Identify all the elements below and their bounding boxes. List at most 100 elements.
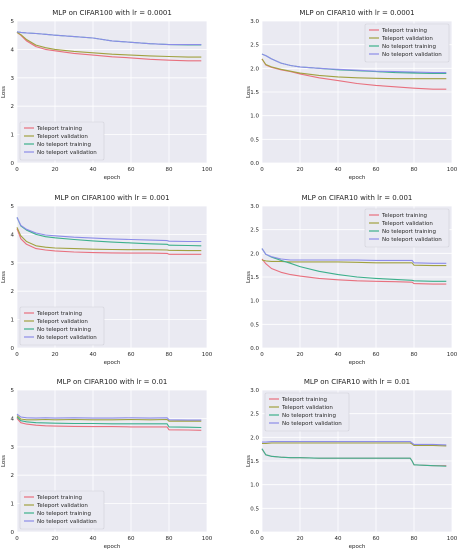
y-tick-label: 4 <box>11 232 15 238</box>
x-tick-label: 60 <box>373 536 380 542</box>
x-tick-label: 20 <box>52 167 59 173</box>
series-line <box>16 227 202 252</box>
x-tick-label: 60 <box>128 167 135 173</box>
legend-box <box>364 23 450 63</box>
x-tick-label: 100 <box>202 536 213 542</box>
y-tick-label: 3 <box>11 261 15 267</box>
series-line <box>16 31 202 58</box>
legend-label: Teleport validation <box>36 319 88 325</box>
legend-label: Teleport training <box>36 495 82 501</box>
y-tick-label: 0.0 <box>250 161 259 167</box>
x-axis-label: epoch <box>104 544 121 550</box>
x-tick-label: 80 <box>166 167 173 173</box>
x-tick-label: 0 <box>260 536 264 542</box>
chart-title: MLP on CIFAR10 with lr = 0.0001 <box>299 9 414 17</box>
series-line <box>16 217 202 243</box>
series-line <box>16 217 202 247</box>
series-line <box>261 248 447 264</box>
legend-label: No teleport training <box>382 229 436 235</box>
legend-label: Teleport validation <box>381 221 433 227</box>
x-tick-label: 60 <box>128 536 135 542</box>
x-tick-label: 0 <box>260 167 264 173</box>
x-axis-label: epoch <box>104 175 121 181</box>
y-tick-label: 0 <box>11 530 15 536</box>
chart-title: MLP on CIFAR100 with lr = 0.0001 <box>52 9 172 17</box>
y-tick-label: 2.5 <box>250 412 259 418</box>
x-tick-label: 100 <box>202 167 213 173</box>
legend-label: Teleport training <box>381 213 427 219</box>
legend-label: No teleport validation <box>37 150 97 156</box>
y-tick-label: 1 <box>11 502 15 508</box>
legend-label: No teleport training <box>37 511 91 517</box>
legend-box <box>19 121 105 161</box>
legend-label: Teleport validation <box>281 405 333 411</box>
y-tick-label: 1 <box>11 133 15 139</box>
legend: Teleport training Teleport validation No t… <box>364 208 450 248</box>
legend-box <box>264 392 350 432</box>
x-tick-label: 60 <box>373 167 380 173</box>
y-tick-label: 0.0 <box>250 530 259 536</box>
y-tick-label: 0.5 <box>250 322 259 328</box>
y-tick-label: 2 <box>11 289 15 295</box>
y-axis-label: Loss <box>1 271 7 283</box>
y-axis-label: Loss <box>246 271 252 283</box>
series-line <box>261 258 447 285</box>
x-tick-label: 40 <box>335 352 342 358</box>
x-tick-label: 40 <box>335 536 342 542</box>
series-line <box>16 31 202 46</box>
legend-label: Teleport training <box>36 126 82 132</box>
legend-label: No teleport validation <box>382 237 442 243</box>
y-tick-label: 2 <box>11 104 15 110</box>
series-line <box>262 442 447 447</box>
y-tick-label: 2.0 <box>250 66 259 72</box>
x-axis-label: epoch <box>104 360 121 366</box>
x-axis-label: epoch <box>349 544 366 550</box>
y-tick-label: 2 <box>11 473 15 479</box>
y-tick-label: 3.0 <box>250 388 259 394</box>
x-tick-label: 0 <box>15 167 19 173</box>
legend-label: No teleport training <box>282 413 336 419</box>
legend-label: No teleport training <box>382 44 436 50</box>
series-line <box>16 418 202 431</box>
chart-panel: 0.0 0.5 1.0 1.5 2.0 2.5 3.0 0 20 40 60 80 100 MLP on … <box>246 9 458 181</box>
x-axis-label: epoch <box>349 360 366 366</box>
series-line <box>261 248 447 282</box>
y-tick-label: 0.5 <box>250 506 259 512</box>
chart-panel: 0 1 2 3 4 5 0 20 40 60 80 100 MLP on CIFAR100 with l… <box>1 194 213 366</box>
chart-title: MLP on CIFAR100 with lr = 0.01 <box>57 378 168 386</box>
x-axis-label: epoch <box>349 175 366 181</box>
chart-panel: 0.0 0.5 1.0 1.5 2.0 2.5 3.0 0 20 40 60 80 100 MLP on … <box>246 378 458 550</box>
y-tick-label: 4 <box>11 47 15 53</box>
legend: Teleport training Teleport validation No t… <box>19 306 105 346</box>
legend-label: Teleport training <box>281 397 327 403</box>
legend-label: No teleport validation <box>382 52 442 58</box>
y-tick-label: 5 <box>11 388 15 394</box>
x-tick-label: 100 <box>447 167 458 173</box>
legend: Teleport training Teleport validation No t… <box>264 392 350 432</box>
chart-title: MLP on CIFAR100 with lr = 0.001 <box>54 194 169 202</box>
y-tick-label: 0 <box>11 346 15 352</box>
series-line <box>261 448 447 467</box>
series-line <box>16 415 202 422</box>
y-tick-label: 1.0 <box>250 483 259 489</box>
series-line <box>16 413 202 421</box>
y-tick-label: 2.0 <box>250 251 259 257</box>
x-tick-label: 80 <box>411 167 418 173</box>
y-tick-label: 3.0 <box>250 204 259 210</box>
x-tick-label: 100 <box>447 536 458 542</box>
series-line <box>261 58 447 80</box>
x-tick-label: 20 <box>297 536 304 542</box>
y-tick-label: 4 <box>11 416 15 422</box>
x-tick-label: 100 <box>447 352 458 358</box>
y-tick-label: 5 <box>11 204 15 210</box>
chart-title: MLP on CIFAR10 with lr = 0.001 <box>302 194 413 202</box>
legend-box <box>19 490 105 530</box>
x-tick-label: 40 <box>90 167 97 173</box>
legend-label: Teleport training <box>381 28 427 34</box>
series-line <box>262 441 447 446</box>
x-tick-label: 60 <box>373 352 380 358</box>
y-tick-label: 3 <box>11 445 15 451</box>
x-tick-label: 20 <box>52 352 59 358</box>
x-tick-label: 20 <box>297 352 304 358</box>
series-line <box>261 259 447 267</box>
